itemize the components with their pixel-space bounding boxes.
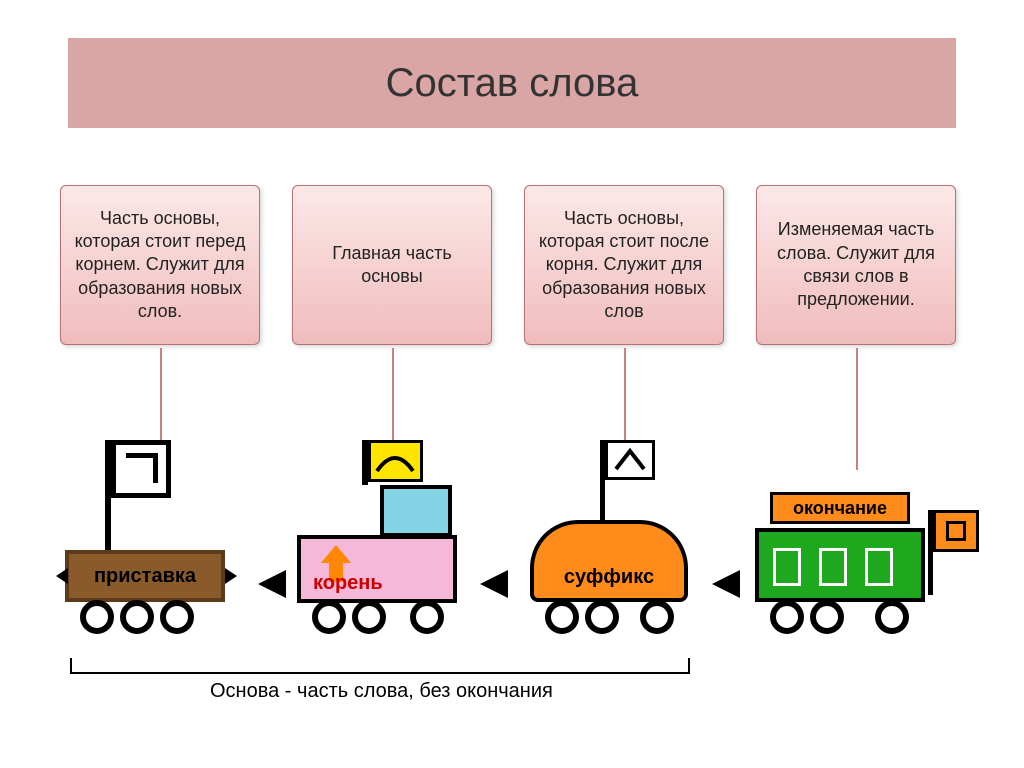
cart-prefix-body: приставка (65, 550, 225, 602)
connector-prefix (160, 348, 162, 455)
root-symbol-flag (368, 440, 423, 482)
coupler-arrow-icon (712, 570, 740, 598)
coupler-arrow-icon (480, 570, 508, 598)
suffix-symbol-flag (605, 440, 655, 480)
def-box-suffix: Часть основы, которая стоит после корня.… (524, 185, 724, 345)
caption-text: Основа - часть слова, без окончания (210, 680, 553, 702)
wheel-icon (640, 600, 674, 634)
cart-ending: окончание (750, 440, 980, 660)
connector-suffix (624, 348, 626, 455)
cart-ending-body (755, 528, 925, 602)
wheel-icon (810, 600, 844, 634)
cart-ending-top: окончание (770, 492, 910, 524)
coupler-arrow-icon (258, 570, 286, 598)
window-icon (819, 548, 847, 586)
label-ending: окончание (793, 498, 887, 519)
train-diagram: приставка корень (0, 440, 1024, 700)
wheel-icon (770, 600, 804, 634)
def-root-text: Главная часть основы (303, 242, 481, 289)
wheel-icon (80, 600, 114, 634)
wheel-icon (585, 600, 619, 634)
cart-root: корень (292, 440, 492, 660)
def-suffix-text: Часть основы, которая стоит после корня.… (535, 207, 713, 324)
wheel-icon (352, 600, 386, 634)
title-text: Состав слова (386, 61, 639, 106)
def-box-prefix: Часть основы, которая стоит перед корнем… (60, 185, 260, 345)
wheel-icon (312, 600, 346, 634)
hitch-right-icon (225, 568, 237, 584)
window-icon (865, 548, 893, 586)
page-title: Состав слова (68, 38, 956, 128)
connector-root (392, 348, 394, 455)
bracket-icon (70, 672, 690, 674)
cab (380, 485, 452, 537)
hitch-left-icon (56, 568, 68, 584)
label-prefix: приставка (94, 565, 196, 588)
prefix-symbol-box (111, 440, 171, 498)
wheel-icon (545, 600, 579, 634)
cart-suffix-body: суффикс (530, 520, 688, 602)
label-root: корень (313, 572, 383, 595)
wheel-icon (160, 600, 194, 634)
def-prefix-text: Часть основы, которая стоит перед корнем… (71, 207, 249, 324)
ending-symbol-flag (933, 510, 979, 552)
wheel-icon (410, 600, 444, 634)
caption: Основа - часть слова, без окончания (210, 680, 553, 703)
def-ending-text: Изменяемая часть слова. Служит для связи… (767, 218, 945, 312)
wheel-icon (875, 600, 909, 634)
def-box-ending: Изменяемая часть слова. Служит для связи… (756, 185, 956, 345)
bracket-icon (70, 658, 72, 672)
bracket-icon (688, 658, 690, 672)
wheel-icon (120, 600, 154, 634)
cart-suffix: суффикс (520, 440, 720, 660)
window-icon (773, 548, 801, 586)
cart-root-body: корень (297, 535, 457, 603)
cart-prefix: приставка (60, 440, 250, 660)
label-suffix: суффикс (564, 566, 654, 589)
def-box-root: Главная часть основы (292, 185, 492, 345)
